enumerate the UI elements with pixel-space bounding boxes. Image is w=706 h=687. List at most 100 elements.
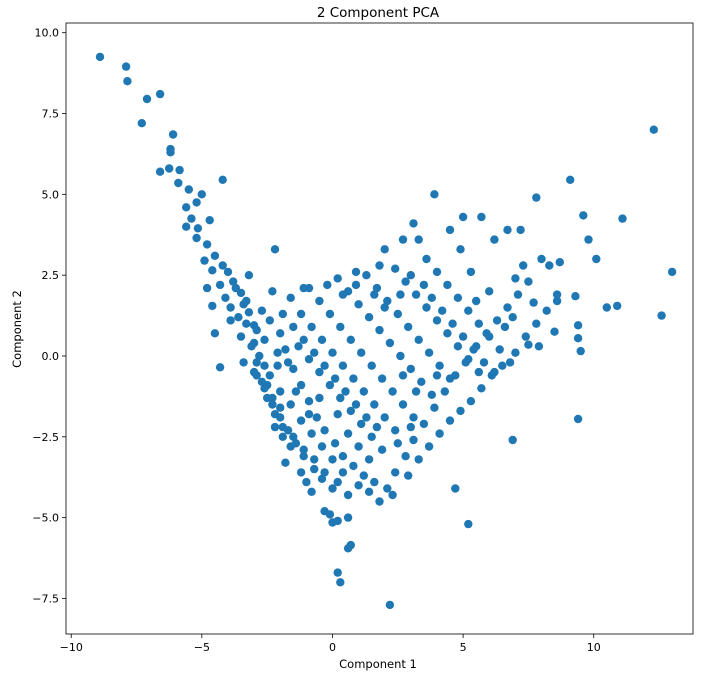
data-point bbox=[346, 335, 355, 344]
data-point bbox=[364, 455, 374, 464]
data-point bbox=[380, 303, 389, 312]
data-point bbox=[320, 468, 329, 477]
data-point bbox=[296, 380, 306, 390]
data-point bbox=[168, 130, 178, 139]
data-point bbox=[221, 293, 230, 302]
data-point bbox=[364, 487, 374, 496]
data-point bbox=[503, 303, 512, 312]
data-point bbox=[359, 387, 368, 396]
data-point bbox=[364, 313, 374, 322]
data-point bbox=[265, 371, 274, 380]
data-point bbox=[325, 510, 335, 519]
data-point bbox=[296, 468, 306, 477]
data-point bbox=[430, 190, 439, 199]
data-point bbox=[357, 419, 366, 429]
data-point bbox=[370, 477, 379, 487]
data-point bbox=[411, 290, 421, 299]
data-point bbox=[202, 240, 212, 249]
data-point bbox=[474, 319, 483, 328]
data-point bbox=[328, 348, 337, 357]
data-point bbox=[307, 322, 316, 332]
data-point bbox=[200, 256, 209, 265]
data-point bbox=[242, 319, 251, 328]
data-point bbox=[453, 342, 463, 351]
data-point bbox=[464, 355, 473, 364]
data-point bbox=[260, 384, 269, 393]
y-tick-label: 0.0 bbox=[42, 350, 60, 363]
data-point bbox=[406, 364, 415, 374]
data-point bbox=[500, 322, 510, 332]
data-point bbox=[419, 419, 429, 429]
data-point bbox=[315, 393, 324, 403]
data-point bbox=[383, 296, 392, 306]
data-point bbox=[270, 410, 280, 419]
data-point bbox=[584, 235, 593, 244]
data-point bbox=[289, 364, 298, 374]
y-tick-label: 7.5 bbox=[42, 108, 60, 121]
points-layer bbox=[95, 52, 677, 610]
data-point bbox=[466, 397, 476, 406]
data-point bbox=[182, 203, 191, 212]
data-point bbox=[477, 384, 486, 393]
data-point bbox=[388, 387, 397, 396]
data-point bbox=[315, 367, 324, 377]
data-point bbox=[286, 400, 295, 409]
data-point bbox=[349, 461, 358, 471]
data-point bbox=[320, 426, 329, 435]
data-point bbox=[310, 348, 319, 357]
data-point bbox=[307, 429, 316, 438]
data-point bbox=[351, 280, 361, 290]
data-point bbox=[552, 296, 562, 306]
data-point bbox=[263, 393, 272, 403]
data-point bbox=[613, 301, 622, 311]
data-point bbox=[456, 406, 465, 416]
data-point bbox=[349, 374, 358, 383]
x-tick-label: 5 bbox=[460, 641, 467, 654]
data-point bbox=[273, 348, 282, 357]
data-point bbox=[155, 167, 165, 176]
data-point bbox=[445, 374, 455, 383]
data-point bbox=[380, 245, 389, 254]
data-point bbox=[338, 452, 348, 461]
data-point bbox=[276, 329, 285, 338]
data-point bbox=[398, 400, 408, 409]
data-point bbox=[398, 235, 408, 244]
data-point bbox=[333, 477, 342, 487]
data-point bbox=[328, 484, 337, 493]
data-point bbox=[359, 471, 368, 480]
data-point bbox=[343, 429, 353, 438]
data-point bbox=[424, 348, 434, 357]
y-tick-label: 5.0 bbox=[42, 188, 60, 201]
data-point bbox=[401, 452, 410, 461]
x-tick-label: 10 bbox=[587, 641, 601, 654]
data-point bbox=[202, 283, 212, 293]
data-point bbox=[310, 464, 319, 474]
data-point bbox=[406, 422, 415, 432]
data-point bbox=[377, 445, 387, 454]
data-point bbox=[315, 296, 324, 306]
data-point bbox=[532, 193, 541, 202]
data-point bbox=[472, 296, 481, 306]
data-point bbox=[529, 298, 538, 307]
data-point bbox=[432, 371, 442, 380]
data-point bbox=[341, 387, 350, 396]
data-point bbox=[357, 348, 366, 357]
data-point bbox=[320, 361, 329, 370]
data-point bbox=[445, 416, 455, 425]
data-point bbox=[346, 406, 355, 416]
data-point bbox=[464, 519, 473, 529]
data-point bbox=[385, 600, 395, 610]
data-point bbox=[372, 422, 382, 432]
data-point bbox=[458, 332, 468, 341]
data-point bbox=[289, 322, 298, 332]
data-point bbox=[430, 403, 439, 412]
data-point bbox=[354, 481, 363, 490]
data-point bbox=[239, 358, 248, 367]
data-point bbox=[304, 355, 314, 364]
data-point bbox=[579, 211, 588, 220]
data-point bbox=[121, 62, 131, 71]
data-point bbox=[333, 410, 342, 419]
data-point bbox=[424, 442, 434, 451]
x-tick-label: −5 bbox=[194, 641, 210, 654]
data-point bbox=[414, 455, 423, 464]
